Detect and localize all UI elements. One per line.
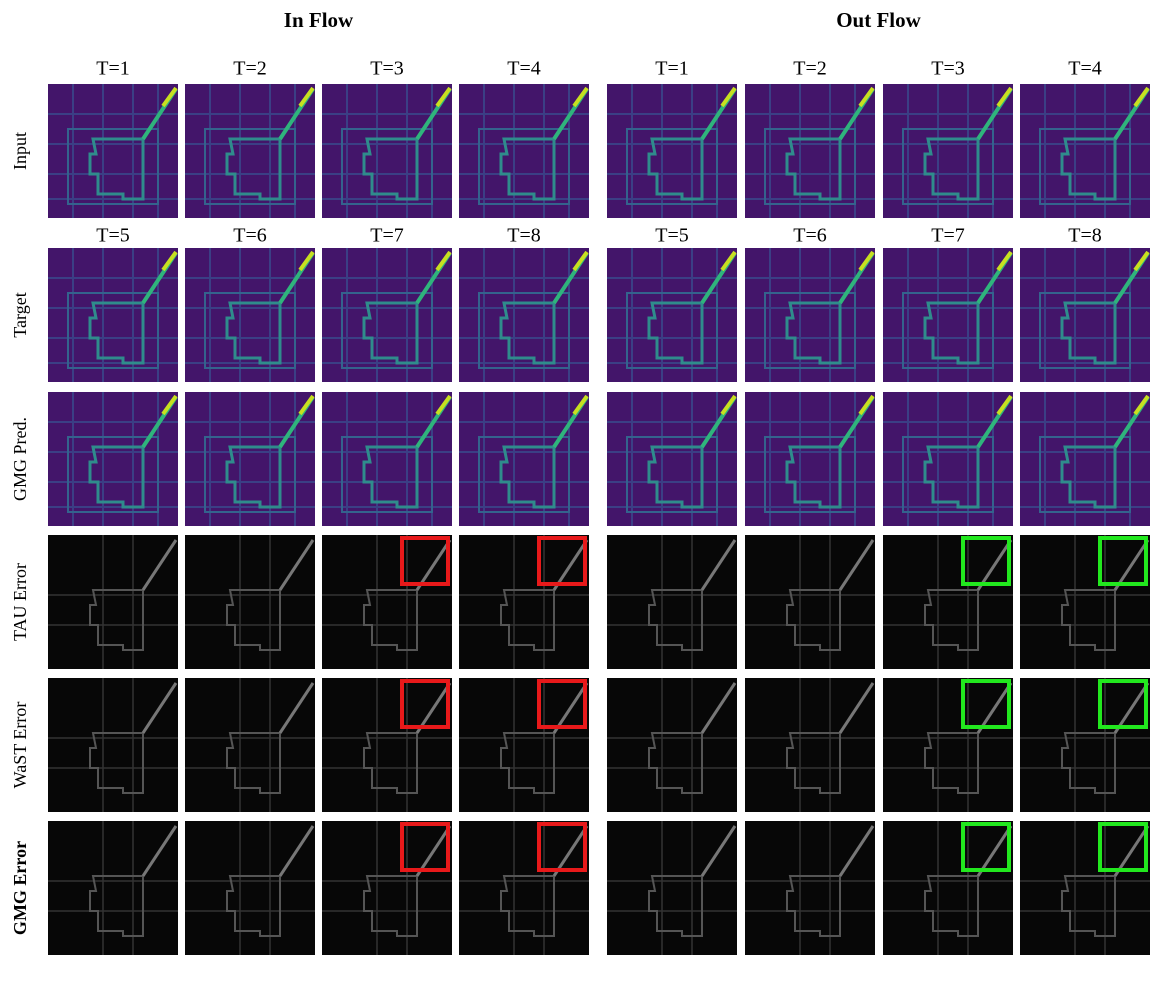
flow-map (745, 84, 875, 218)
column-header: T=3 (370, 58, 404, 80)
flow-map (607, 392, 737, 526)
error-map (322, 535, 452, 669)
highlight-box (400, 822, 450, 872)
highlight-box (1098, 536, 1148, 586)
error-map (1020, 821, 1150, 955)
highlight-box (1098, 679, 1148, 729)
error-map (607, 678, 737, 812)
error-map (883, 821, 1013, 955)
column-header: T=1 (96, 58, 130, 80)
column-header: T=2 (793, 58, 827, 80)
column-header: T=4 (507, 58, 541, 80)
error-map (883, 535, 1013, 669)
error-map (745, 678, 875, 812)
content: In Flow T=1 T=5 T=2 T=6 T=3 T=7 T=4 T=8 Out Flow T… (10, 8, 1150, 955)
column-header: T=6 (793, 225, 827, 247)
highlight-box (537, 822, 587, 872)
column-header: T=2 (233, 58, 267, 80)
panel-title: Out Flow (836, 8, 921, 32)
error-map (883, 678, 1013, 812)
column-header: T=7 (370, 225, 404, 247)
error-map (322, 821, 452, 955)
panel-title: In Flow (284, 8, 354, 32)
column-header: T=5 (96, 225, 130, 247)
row-label: Input (10, 132, 30, 170)
error-map (185, 821, 315, 955)
column-header: T=1 (655, 58, 689, 80)
error-map (745, 535, 875, 669)
error-map (607, 535, 737, 669)
flow-map (322, 392, 452, 526)
row-label: GMG Error (10, 841, 30, 935)
flow-map (607, 248, 737, 382)
error-map (185, 678, 315, 812)
flow-map (745, 392, 875, 526)
error-map (1020, 678, 1150, 812)
row-label: TAU Error (10, 563, 30, 641)
error-map (459, 535, 589, 669)
error-map (48, 678, 178, 812)
error-map (185, 535, 315, 669)
error-map (48, 535, 178, 669)
column-header: T=8 (507, 225, 541, 247)
flow-map (185, 248, 315, 382)
column-header: T=6 (233, 225, 267, 247)
column-header: T=7 (931, 225, 965, 247)
flow-map (459, 392, 589, 526)
highlight-box (961, 536, 1011, 586)
error-map (459, 821, 589, 955)
flow-map (185, 84, 315, 218)
flow-map (1020, 392, 1150, 526)
error-map (322, 678, 452, 812)
flow-map (883, 392, 1013, 526)
flow-map (185, 392, 315, 526)
flow-map (322, 84, 452, 218)
error-map (745, 821, 875, 955)
column-header: T=8 (1068, 225, 1102, 247)
highlight-box (961, 679, 1011, 729)
flow-map (48, 84, 178, 218)
highlight-box (537, 679, 587, 729)
error-map (1020, 535, 1150, 669)
highlight-box (961, 822, 1011, 872)
highlight-box (400, 679, 450, 729)
row-label: Target (10, 292, 30, 337)
flow-map (48, 248, 178, 382)
column-header: T=3 (931, 58, 965, 80)
row-label: GMG Pred. (10, 417, 30, 501)
highlight-box (400, 536, 450, 586)
flow-map (745, 248, 875, 382)
column-header: T=4 (1068, 58, 1102, 80)
flow-map (883, 84, 1013, 218)
highlight-box (1098, 822, 1148, 872)
error-map (459, 678, 589, 812)
error-map (48, 821, 178, 955)
flow-map (322, 248, 452, 382)
column-header: T=5 (655, 225, 689, 247)
flow-map (1020, 84, 1150, 218)
flow-map (607, 84, 737, 218)
flow-map (48, 392, 178, 526)
row-label: WaST Error (10, 702, 30, 789)
flow-map (459, 84, 589, 218)
flow-map (459, 248, 589, 382)
error-map (607, 821, 737, 955)
flow-map (1020, 248, 1150, 382)
flow-map (883, 248, 1013, 382)
highlight-box (537, 536, 587, 586)
